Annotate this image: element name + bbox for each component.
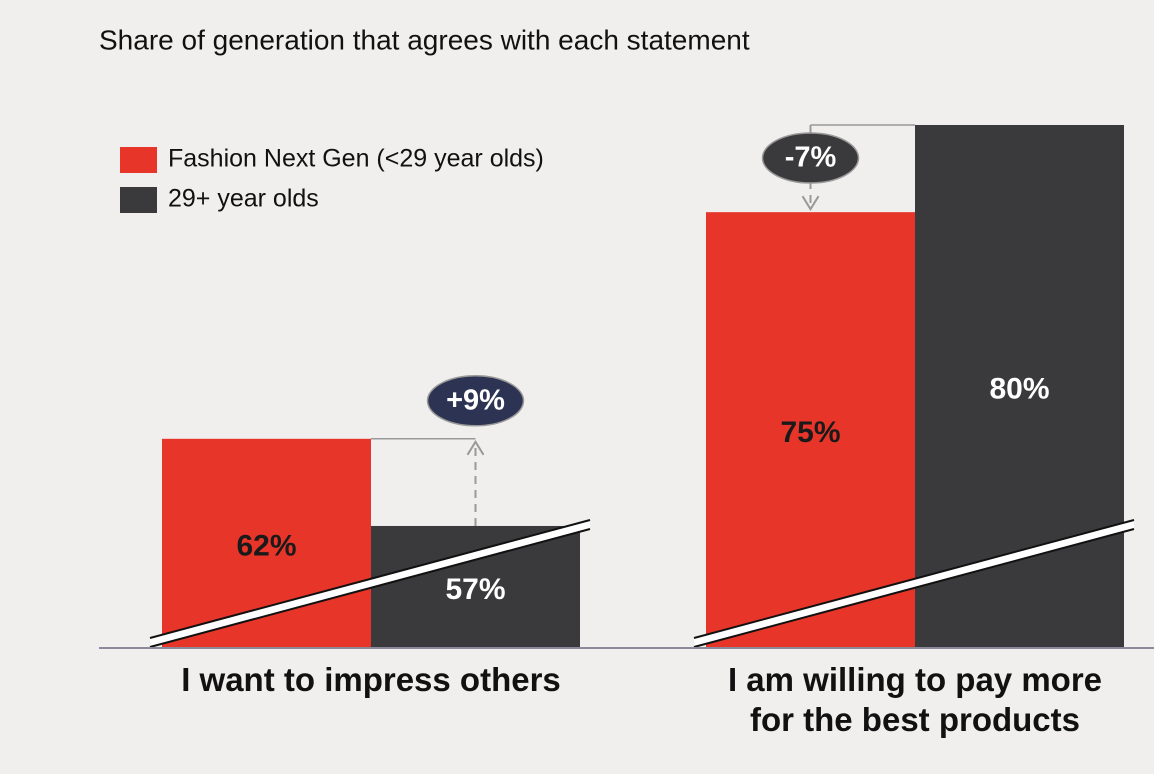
value-label: 80%: [989, 372, 1049, 405]
legend-label: 29+ year olds: [168, 185, 319, 213]
annotation-text: +9%: [446, 384, 505, 416]
legend-label: Fashion Next Gen (<29 year olds): [168, 145, 544, 173]
bar: [706, 212, 915, 648]
axis-break-edge: [693, 528, 1135, 648]
annotation-bubble: [426, 375, 525, 427]
arrow-head: [466, 439, 485, 456]
annotation-bubble: [761, 132, 860, 184]
axis-break-edge: [149, 519, 591, 639]
axis-break: [694, 520, 1134, 647]
chart-title: Share of generation that agrees with eac…: [99, 24, 750, 55]
x-tick-label: I am willing to pay more for the best pr…: [727, 661, 1103, 738]
axis-break-edge: [693, 519, 1135, 639]
arrow-head: [801, 195, 820, 212]
axis-break: [150, 520, 590, 647]
bar: [371, 525, 580, 648]
legend-swatch: [120, 187, 157, 213]
annotation-text: -7%: [785, 142, 837, 174]
value-label: 57%: [445, 573, 505, 606]
axis-break-edge: [149, 528, 591, 648]
bar: [915, 125, 1124, 648]
value-label: 62%: [236, 529, 296, 562]
legend-swatch: [120, 147, 157, 173]
value-label: 75%: [780, 416, 840, 449]
x-tick-label: I want to impress others: [181, 661, 561, 698]
